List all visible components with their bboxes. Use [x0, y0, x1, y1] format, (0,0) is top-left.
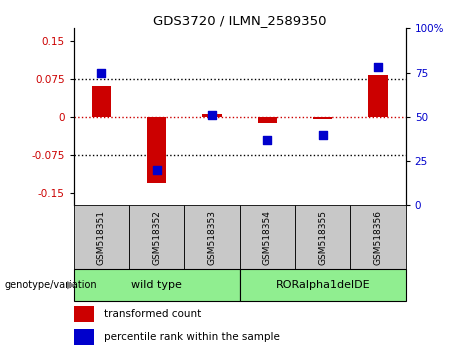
- Title: GDS3720 / ILMN_2589350: GDS3720 / ILMN_2589350: [153, 14, 326, 27]
- Text: GSM518353: GSM518353: [207, 210, 217, 265]
- Text: transformed count: transformed count: [104, 309, 201, 319]
- Bar: [129, 205, 184, 269]
- Text: GSM518351: GSM518351: [97, 210, 106, 265]
- Text: genotype/variation: genotype/variation: [5, 280, 97, 290]
- Bar: [313, 117, 332, 119]
- Bar: [258, 117, 277, 123]
- Bar: [74, 329, 94, 344]
- Point: [264, 137, 271, 143]
- Point: [319, 132, 326, 137]
- Bar: [147, 117, 166, 183]
- Bar: [368, 75, 388, 117]
- Point: [98, 70, 105, 75]
- Point: [374, 64, 382, 70]
- Bar: [240, 205, 295, 269]
- Text: GSM518354: GSM518354: [263, 210, 272, 265]
- Bar: [202, 114, 222, 117]
- Bar: [74, 269, 240, 301]
- Text: RORalpha1delDE: RORalpha1delDE: [275, 280, 370, 290]
- Text: GSM518352: GSM518352: [152, 210, 161, 265]
- Bar: [92, 86, 111, 117]
- Text: percentile rank within the sample: percentile rank within the sample: [104, 332, 279, 342]
- Point: [153, 167, 160, 173]
- Text: wild type: wild type: [131, 280, 182, 290]
- Bar: [350, 205, 406, 269]
- Bar: [74, 205, 129, 269]
- Bar: [240, 269, 406, 301]
- Text: GSM518356: GSM518356: [373, 210, 383, 265]
- Point: [208, 112, 216, 118]
- Bar: [74, 306, 94, 321]
- Bar: [184, 205, 240, 269]
- Bar: [295, 205, 350, 269]
- Text: GSM518355: GSM518355: [318, 210, 327, 265]
- Text: ▶: ▶: [67, 280, 75, 290]
